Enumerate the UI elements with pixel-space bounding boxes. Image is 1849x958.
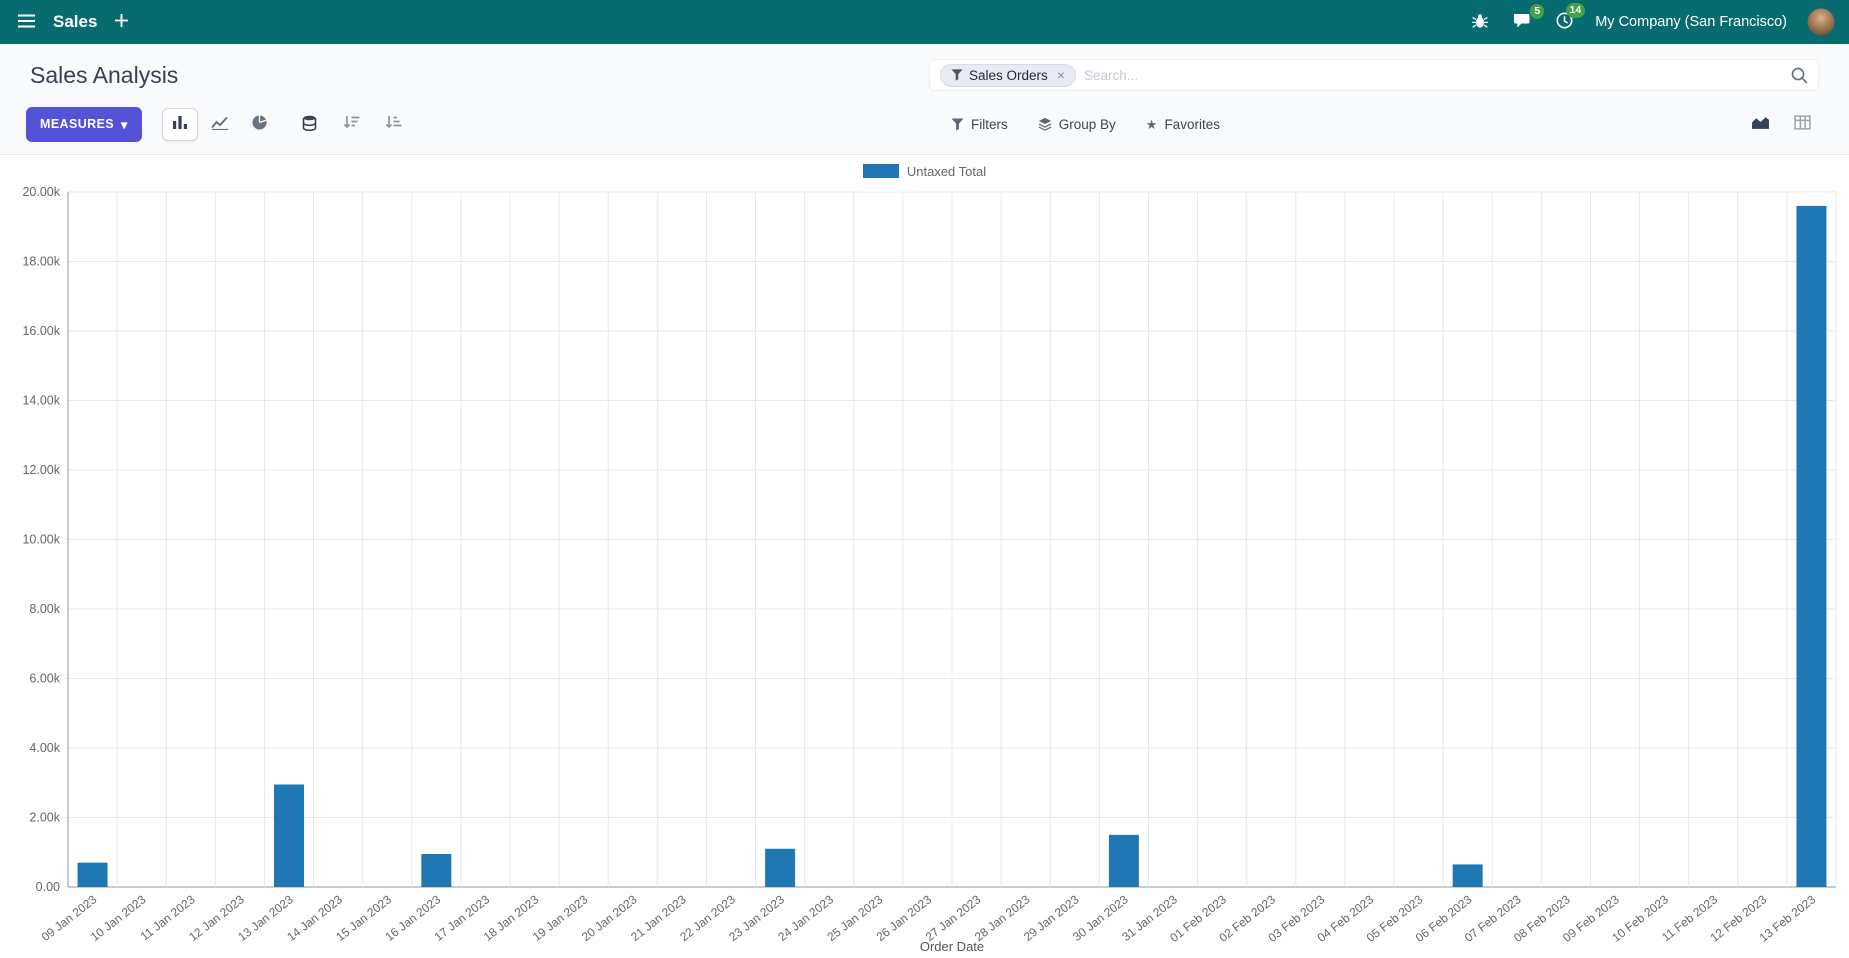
pie-chart-icon [252,115,267,133]
bug-icon [1471,13,1489,32]
svg-text:8.00k: 8.00k [29,602,60,616]
favorites-label: Favorites [1164,116,1220,132]
svg-text:14.00k: 14.00k [22,394,60,408]
svg-text:16.00k: 16.00k [22,324,60,338]
graph-view-button[interactable] [1741,109,1779,140]
filter-facet-icon [951,69,963,81]
search-facet-label: Sales Orders [969,67,1048,83]
sort-descending-button[interactable] [334,108,370,141]
filter-funnel-icon [951,117,964,131]
control-panel-top-row: Sales Analysis Sales Orders × [0,54,1849,96]
app-name[interactable]: Sales [53,12,98,31]
control-panel: Sales Analysis Sales Orders × MEASURES ▾ [0,44,1849,155]
activities-button[interactable]: 14 [1554,3,1586,34]
bar-chart[interactable]: 0.00 2.00k 4.00k 6.00k 8.00k 10.00k 12.00k 14.0… [0,185,1849,957]
messages-count-badge: 5 [1530,3,1545,19]
svg-text:18.00k: 18.00k [22,255,60,269]
activities-count-badge: 14 [1565,3,1586,19]
stacked-toggle-button[interactable] [292,108,328,141]
bar-chart-button[interactable] [161,107,198,141]
chart-legend[interactable]: Untaxed Total [0,157,1849,185]
hamburger-icon [18,14,35,31]
groupby-label: Group By [1058,116,1116,132]
pivot-view-button[interactable] [1783,109,1821,140]
chat-icon [1513,13,1532,32]
stacked-database-icon [302,115,317,134]
svg-text:0.00: 0.00 [36,880,60,894]
svg-text:Order Date: Order Date [920,939,984,954]
svg-text:20.00k: 20.00k [22,185,60,199]
user-avatar[interactable] [1807,8,1835,36]
debug-button[interactable] [1469,11,1491,34]
groupby-button[interactable]: Group By [1038,117,1116,132]
svg-text:2.00k: 2.00k [29,811,60,825]
chart-order-group [292,108,412,141]
search-bar[interactable]: Sales Orders × [929,59,1819,91]
search-facet[interactable]: Sales Orders × [940,63,1076,87]
favorites-button[interactable]: ★ Favorites [1146,117,1220,132]
line-chart-button[interactable] [202,108,238,141]
apps-menu-button[interactable] [14,10,39,35]
top-navbar: Sales 5 [0,0,1849,44]
layers-icon [1038,117,1052,131]
view-switcher [1741,109,1821,140]
navbar-left: Sales [14,10,132,35]
clock-icon [1556,12,1573,32]
facet-remove-icon[interactable]: × [1056,67,1065,83]
search-input[interactable] [1083,67,1783,83]
chart-type-group [161,107,278,141]
company-switcher[interactable]: My Company (San Francisco) [1595,14,1787,30]
plus-icon [115,14,129,30]
new-tab-button[interactable] [111,10,132,34]
area-chart-icon [1751,115,1770,133]
filters-label: Filters [971,116,1008,132]
sort-ascending-button[interactable] [376,108,412,141]
legend-label: Untaxed Total [906,163,987,179]
sort-descending-icon [343,115,360,133]
line-chart-icon [211,116,229,133]
caret-down-icon: ▾ [121,117,128,132]
svg-text:10.00k: 10.00k [22,533,60,547]
legend-color-swatch [862,164,899,178]
svg-text:4.00k: 4.00k [29,741,60,755]
svg-text:6.00k: 6.00k [29,672,60,686]
filters-button[interactable]: Filters [951,117,1008,132]
sort-ascending-icon [385,115,402,133]
measures-label: MEASURES [40,117,115,131]
measures-button[interactable]: MEASURES ▾ [26,106,142,142]
navbar-right: 5 14 My Company (San Francisco) [1469,3,1835,36]
search-icon[interactable] [1791,67,1808,84]
chart-view-content: Untaxed Total 0.00 2.00k 4.00k 6.00k 8.00k 10… [0,157,1849,957]
star-icon: ★ [1145,116,1158,132]
bar-chart-icon [172,115,188,133]
page-title: Sales Analysis [30,61,179,88]
search-options-group: Filters Group By ★ Favorites [951,117,1220,132]
pie-chart-button[interactable] [242,108,278,141]
svg-text:12.00k: 12.00k [22,463,60,477]
messages-button[interactable]: 5 [1511,3,1545,34]
pivot-table-icon [1793,115,1811,133]
control-panel-button-row: MEASURES ▾ [0,100,1849,148]
